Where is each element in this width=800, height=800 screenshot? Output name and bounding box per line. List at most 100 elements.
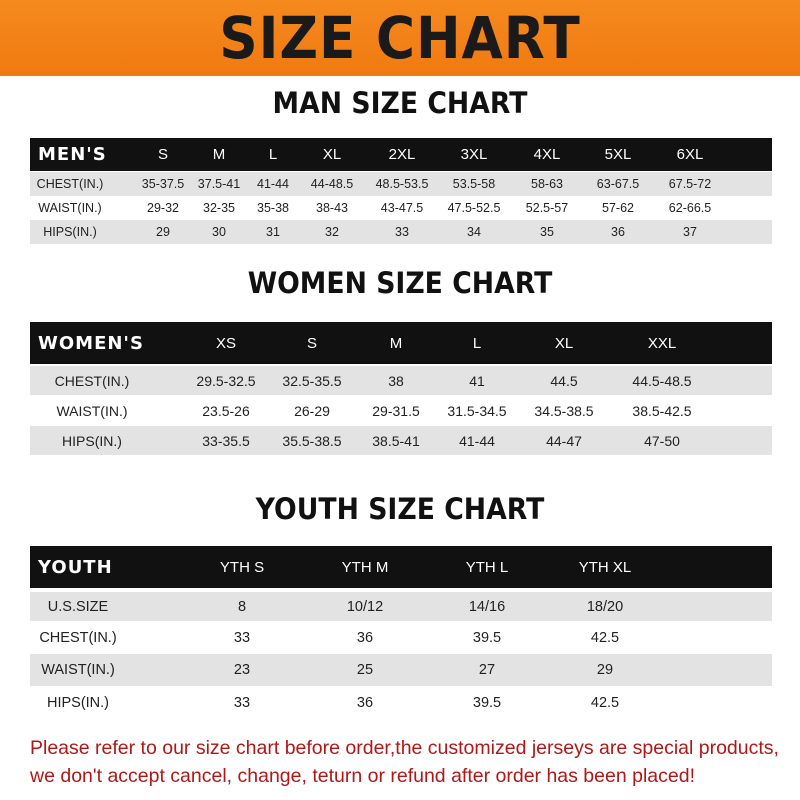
size-header: YTH S: [219, 558, 265, 576]
men-header-row: MEN'S S M L XL 2XL 3XL 4XL 5XL 6XL: [30, 138, 772, 171]
table-cell: 35: [540, 225, 554, 239]
table-cell: 23.5-26: [202, 402, 250, 419]
table-cell: 36: [356, 629, 374, 646]
table-cell: 38.5-42.5: [632, 402, 692, 419]
table-cell: 41: [469, 372, 485, 389]
table-cell: 44-47: [546, 432, 582, 449]
size-header: 2XL: [388, 146, 416, 163]
table-label: WOMEN'S: [38, 332, 144, 354]
table-cell: 36: [611, 225, 625, 239]
youth-table-title: YOUTH SIZE CHART: [255, 492, 545, 526]
row-label: CHEST(IN.): [36, 177, 104, 191]
table-row: CHEST(IN.) 33 36 39.5 42.5: [30, 622, 772, 653]
size-chart-banner: SIZE CHART: [0, 0, 800, 76]
row-label: WAIST(IN.): [38, 201, 102, 215]
row-label: CHEST(IN.): [39, 629, 117, 646]
size-header: 5XL: [604, 146, 632, 163]
table-cell: 29: [596, 662, 614, 678]
table-cell: 36: [356, 695, 374, 711]
table-cell: 42.5: [590, 695, 620, 711]
table-label: YOUTH: [38, 556, 113, 578]
table-cell: 33: [233, 695, 251, 711]
row-label: HIPS(IN.): [62, 432, 122, 449]
table-cell: 44.5: [550, 372, 578, 389]
table-cell: 30: [212, 225, 226, 239]
table-cell: 33: [395, 225, 409, 239]
table-row: HIPS(IN.) 33-35.5 35.5-38.5 38.5-41 41-44 44-…: [30, 426, 772, 455]
size-header: L: [268, 146, 278, 163]
table-cell: 35-37.5: [141, 177, 185, 191]
table-cell: 41-44: [257, 177, 289, 191]
size-header: YTH L: [465, 558, 509, 576]
table-cell: 29-31.5: [372, 402, 420, 419]
table-cell: 62-66.5: [668, 201, 712, 215]
banner-title: SIZE CHART: [219, 4, 581, 72]
table-cell: 39.5: [472, 695, 502, 711]
table-cell: 38.5-41: [372, 432, 420, 449]
order-notice: Please refer to our size chart before or…: [30, 734, 790, 790]
table-cell: 31.5-34.5: [447, 402, 507, 419]
table-row: CHEST(IN.) 29.5-32.5 32.5-35.5 38 41 44.5 44.5…: [30, 366, 772, 395]
size-header: L: [472, 334, 482, 352]
table-cell: 23: [233, 662, 251, 678]
table-cell: 67.5-72: [668, 177, 712, 191]
table-cell: 10/12: [346, 598, 384, 615]
table-cell: 29-32: [147, 201, 179, 215]
table-cell: 33: [233, 629, 251, 646]
table-cell: 25: [356, 662, 374, 678]
table-cell: 33-35.5: [202, 432, 250, 449]
size-header: 3XL: [460, 146, 488, 163]
table-cell: 14/16: [468, 598, 506, 615]
table-row: U.S.SIZE 8 10/12 14/16 18/20: [30, 592, 772, 621]
table-cell: 29: [156, 225, 170, 239]
table-cell: 37.5-41: [197, 177, 241, 191]
notice-line-2: we don't accept cancel, change, teturn o…: [30, 765, 695, 787]
table-cell: 8: [237, 598, 247, 615]
table-label: MEN'S: [38, 144, 107, 165]
table-cell: 34: [467, 225, 481, 239]
row-label: U.S.SIZE: [47, 598, 109, 615]
size-header: M: [389, 334, 403, 352]
table-cell: 37: [683, 225, 697, 239]
size-header: 6XL: [676, 146, 704, 163]
table-row: WAIST(IN.) 29-32 32-35 35-38 38-43 43-47.5 47.…: [30, 196, 772, 220]
table-cell: 42.5: [590, 629, 620, 646]
table-cell: 38: [388, 372, 404, 389]
row-label: CHEST(IN.): [54, 372, 130, 389]
table-row: CHEST(IN.) 35-37.5 37.5-41 41-44 44-48.5 48.5…: [30, 172, 772, 196]
table-cell: 35.5-38.5: [282, 432, 342, 449]
table-cell: 43-47.5: [380, 201, 424, 215]
table-row: HIPS(IN.) 33 36 39.5 42.5: [30, 688, 772, 718]
size-header: XXL: [647, 334, 677, 352]
table-cell: 63-67.5: [596, 177, 640, 191]
table-cell: 34.5-38.5: [534, 402, 594, 419]
size-header: YTH XL: [578, 558, 632, 576]
table-cell: 58-63: [531, 177, 563, 191]
table-cell: 38-43: [316, 201, 348, 215]
row-label: WAIST(IN.): [41, 662, 115, 678]
table-row: WAIST(IN.) 23 25 27 29: [30, 654, 772, 686]
table-cell: 47-50: [644, 432, 680, 449]
table-cell: 41-44: [459, 432, 495, 449]
size-header: XS: [215, 334, 237, 352]
table-cell: 57-62: [602, 201, 634, 215]
table-row: HIPS(IN.) 29 30 31 32 33 34 35 36 37: [30, 220, 772, 244]
table-cell: 44.5-48.5: [632, 372, 692, 389]
size-header: YTH M: [341, 558, 389, 576]
size-header: S: [157, 146, 169, 163]
size-header: 4XL: [533, 146, 561, 163]
table-cell: 32: [325, 225, 339, 239]
table-cell: 35-38: [257, 201, 289, 215]
size-header: M: [212, 146, 226, 163]
table-cell: 26-29: [294, 402, 330, 419]
women-table-title: WOMEN SIZE CHART: [247, 266, 553, 300]
size-header: XL: [554, 334, 574, 352]
table-cell: 44-48.5: [310, 177, 354, 191]
size-header: XL: [322, 146, 342, 163]
size-header: S: [306, 334, 318, 352]
youth-header-row: YOUTH YTH S YTH M YTH L YTH XL: [30, 546, 772, 588]
table-cell: 39.5: [472, 629, 502, 646]
table-cell: 52.5-57: [525, 201, 569, 215]
table-cell: 18/20: [586, 598, 624, 615]
table-cell: 47.5-52.5: [447, 201, 501, 215]
